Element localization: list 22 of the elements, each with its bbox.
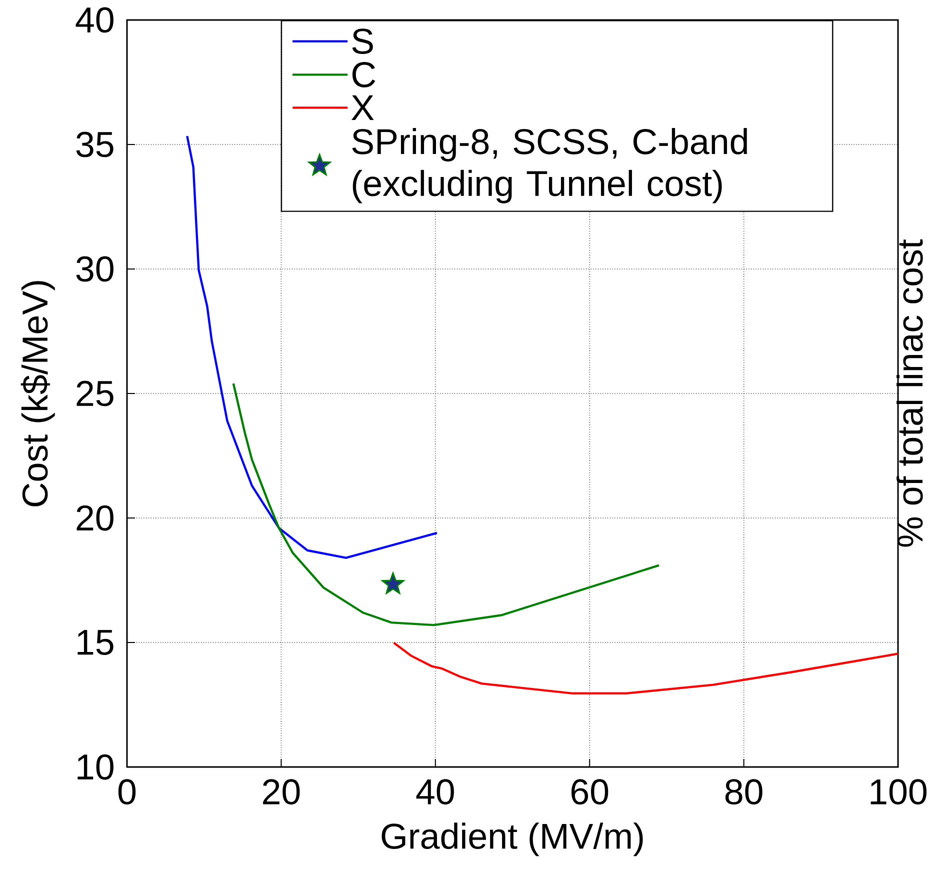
y-tick-label: 30 (76, 256, 114, 282)
legend-label: X (351, 95, 374, 120)
y-tick-label: 25 (76, 380, 114, 406)
y-tick-label: 35 (76, 132, 114, 158)
x-tick-label: 20 (263, 779, 300, 805)
y-tick-label: 10 (78, 754, 114, 780)
x-tick-label: 80 (725, 779, 762, 805)
line-series (232, 382, 660, 626)
y-tick-label: 20 (76, 505, 114, 531)
x-tick-label: 40 (416, 779, 454, 805)
y-tick-label: 40 (76, 7, 114, 33)
legend-label: SPring-8, SCSS, C-band (excluding Tunnel cost) (352, 128, 747, 204)
x-axis-title: Gradient (MV/m) (382, 822, 643, 856)
legend-label: C (352, 62, 376, 88)
x-tick-label: 0 (118, 779, 136, 805)
y2-axis-title: % of total linac cost (896, 239, 923, 547)
legend-label: S (352, 28, 373, 54)
line-series (392, 642, 900, 694)
x-tick-label: 60 (571, 779, 608, 805)
y-axis-title: Cost (k$/MeV) (20, 281, 55, 506)
x-tick-label: 100 (870, 779, 927, 805)
y-tick-label: 15 (78, 630, 114, 656)
